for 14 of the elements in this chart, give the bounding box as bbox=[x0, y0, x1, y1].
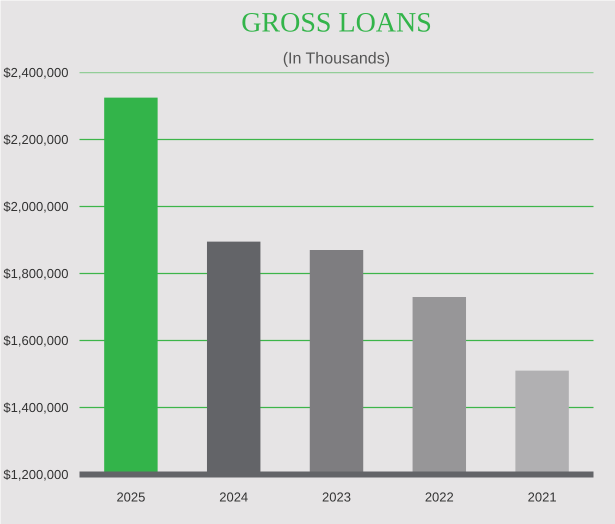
x-tick-label: 2025 bbox=[116, 490, 146, 504]
x-tick-label: 2021 bbox=[528, 490, 557, 504]
y-tick-label: $1,600,000 bbox=[3, 333, 69, 348]
x-tick-label: 2022 bbox=[424, 490, 454, 504]
chart-subtitle: (In Thousands) bbox=[282, 50, 390, 68]
y-tick-label: $1,200,000 bbox=[3, 467, 69, 482]
y-tick-label: $2,200,000 bbox=[3, 132, 69, 147]
chart-title: GROSS LOANS bbox=[241, 8, 432, 38]
y-tick-label: $1,400,000 bbox=[3, 400, 69, 415]
x-tick-label: 2024 bbox=[219, 490, 248, 504]
y-tick-label: $2,000,000 bbox=[3, 199, 69, 214]
x-tick-label: 2023 bbox=[322, 490, 351, 504]
y-tick-label: $2,400,000 bbox=[3, 65, 69, 80]
y-tick-label: $1,800,000 bbox=[3, 266, 69, 281]
